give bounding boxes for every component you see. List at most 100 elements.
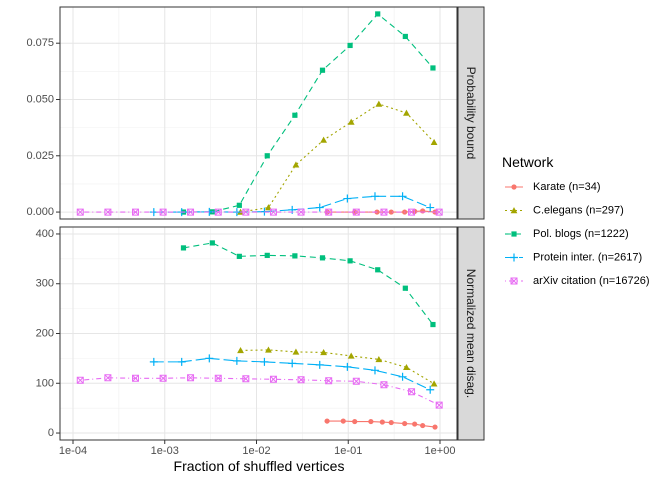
y-tick-label: 400 [36, 228, 54, 240]
x-tick-label: 1e-03 [151, 445, 179, 457]
data-point [264, 252, 270, 258]
data-point [320, 349, 328, 356]
data-point [435, 208, 443, 216]
data-point [242, 208, 250, 216]
data-point [325, 208, 333, 216]
data-point [159, 208, 167, 216]
data-point [402, 33, 408, 40]
data-point [403, 363, 410, 371]
data-point [177, 357, 186, 366]
data-point [315, 360, 324, 369]
data-point [297, 376, 305, 384]
panel-normalized-mean-disag: Normalized mean disag. [59, 226, 485, 441]
data-point [265, 346, 272, 353]
x-axis-title: Fraction of shuffled vertices [174, 458, 345, 474]
data-point [187, 208, 195, 216]
legend-label: arXiv citation (n=16726) [533, 275, 649, 287]
series-line [183, 13, 434, 213]
y-tick-label: 300 [36, 278, 54, 290]
data-point [430, 321, 436, 328]
series-karate [324, 418, 438, 430]
data-point [380, 208, 388, 216]
data-point [368, 418, 374, 425]
data-point [149, 357, 158, 366]
data-point [420, 422, 426, 429]
series-protein [149, 192, 435, 217]
data-point [180, 245, 187, 251]
data-point [403, 109, 410, 116]
data-point [315, 203, 324, 212]
legend-label: Protein inter. (n=2617) [533, 252, 642, 264]
data-point [205, 354, 214, 363]
strip-label: Probability bound [464, 67, 478, 160]
y-tick-label: 0.000 [26, 206, 54, 218]
data-point [420, 208, 426, 214]
legend-marker [511, 231, 517, 237]
data-point [352, 418, 358, 425]
data-point [347, 352, 355, 359]
data-point [236, 253, 242, 259]
series-line [327, 420, 436, 428]
data-point [352, 208, 360, 216]
data-point [430, 138, 438, 145]
data-point [408, 208, 416, 216]
y-tick-label: 0.075 [26, 37, 54, 49]
data-point [132, 374, 140, 382]
data-point [104, 208, 112, 216]
legend-item: arXiv citation (n=16726) [505, 275, 649, 287]
data-point [402, 420, 408, 427]
y-tick-label: 0 [48, 427, 54, 439]
legend-label: C.elegans (n=297) [533, 205, 624, 217]
data-point [426, 203, 435, 212]
x-tick-label: 1e+00 [425, 445, 456, 457]
legend-item: C.elegans (n=297) [505, 205, 624, 217]
data-point [242, 375, 250, 383]
data-point [292, 112, 298, 118]
data-point [379, 419, 385, 425]
data-point [325, 377, 333, 385]
series-arxiv [76, 208, 443, 216]
legend-label: Pol. blogs (n=1222) [533, 228, 629, 240]
legend-label: Karate (n=34) [533, 181, 601, 193]
strip-label: Normalized mean disag. [464, 269, 478, 398]
data-point [214, 374, 222, 382]
x-tick-label: 1e-02 [242, 445, 270, 457]
panel-probability-bound: Probability bound [59, 6, 485, 220]
legend-item: Protein inter. (n=2617) [505, 252, 642, 264]
y-tick-label: 200 [36, 328, 54, 340]
data-point [347, 42, 353, 49]
data-point [343, 194, 352, 203]
data-point [370, 366, 379, 375]
y-tick-label: 0.050 [26, 93, 54, 105]
data-point [375, 267, 381, 273]
data-point [370, 192, 379, 201]
data-point [426, 385, 435, 394]
series-protein [149, 354, 435, 394]
legend-item: Pol. blogs (n=1222) [505, 228, 629, 240]
axes-layer: 0.000 0.025 0.050 0.075 0 100 200 300 400 1e-04 1e… [26, 37, 455, 457]
legend-marker [510, 277, 518, 285]
data-point [209, 240, 215, 246]
data-point [319, 255, 326, 261]
legend-title: Network [502, 154, 554, 170]
legend-marker [510, 207, 518, 214]
data-point [76, 376, 84, 384]
series-line [240, 103, 435, 213]
data-point [375, 355, 383, 363]
data-point [402, 285, 408, 291]
data-point [432, 424, 438, 430]
data-point [104, 374, 112, 382]
data-point [264, 153, 270, 159]
series-arxiv [76, 374, 443, 409]
data-point [352, 377, 360, 385]
data-point [408, 388, 416, 396]
data-point [375, 100, 383, 107]
data-point [324, 418, 330, 424]
data-point [269, 375, 277, 383]
data-point [380, 381, 388, 389]
data-point [388, 209, 394, 215]
legend-item: Karate (n=34) [505, 181, 601, 193]
data-point [398, 192, 407, 201]
